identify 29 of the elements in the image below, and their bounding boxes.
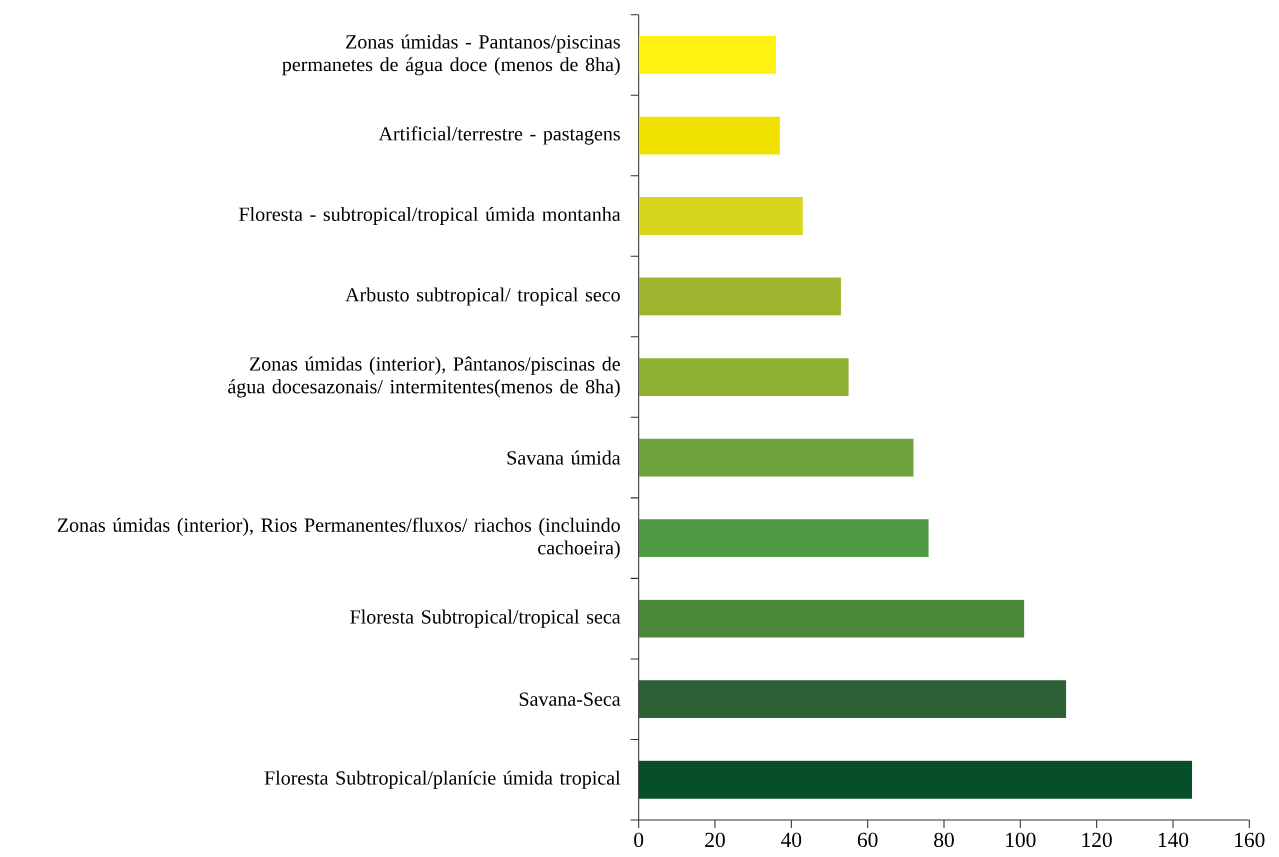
bar bbox=[638, 277, 841, 316]
bar bbox=[638, 438, 914, 477]
y-tick-label: Artificial/terrestre - pastagens bbox=[378, 126, 620, 145]
bar bbox=[638, 680, 1067, 719]
y-tick-label: Zonas úmidas (interior), Rios Permanentes/fluxos/ riachos (incluindo cachoeira) bbox=[57, 517, 620, 559]
y-tick-label: Savana-Seca bbox=[519, 692, 621, 706]
bar bbox=[638, 760, 1193, 799]
y-tick-label: Floresta Subtropical/tropical seca bbox=[350, 609, 621, 628]
y-tick-label: Zonas úmidas (interior), Pântanos/piscinas de água docesazonais/ intermitentes(menos de 8ha) bbox=[228, 356, 620, 398]
bar bbox=[638, 519, 929, 558]
bar bbox=[638, 36, 777, 74]
x-tick-label: 140 bbox=[1158, 832, 1189, 848]
bar bbox=[638, 116, 780, 155]
bar bbox=[638, 358, 849, 396]
x-tick-label: 20 bbox=[705, 832, 725, 848]
y-tick-label: Floresta - subtropical/tropical úmida montanha bbox=[239, 206, 621, 226]
y-tick-label: Savana úmida bbox=[507, 450, 621, 465]
bar bbox=[638, 599, 1025, 638]
y-tick-label: Floresta Subtropical/planície úmida tropical bbox=[264, 770, 621, 789]
x-tick-label: 100 bbox=[1006, 832, 1036, 848]
x-tick-label: 160 bbox=[1235, 832, 1265, 848]
bar bbox=[638, 197, 803, 235]
x-tick-label: 40 bbox=[781, 832, 802, 848]
x-tick-label: 80 bbox=[934, 832, 954, 848]
x-tick-label: 120 bbox=[1082, 832, 1112, 848]
x-tick-label: 0 bbox=[634, 832, 644, 848]
x-tick-label: 60 bbox=[857, 832, 878, 848]
y-tick-label: Zonas úmidas - Pantanos/piscinas permanetes de água doce (menos de 8ha) bbox=[282, 34, 620, 76]
y-tick-label: Arbusto subtropical/ tropical seco bbox=[345, 287, 620, 306]
